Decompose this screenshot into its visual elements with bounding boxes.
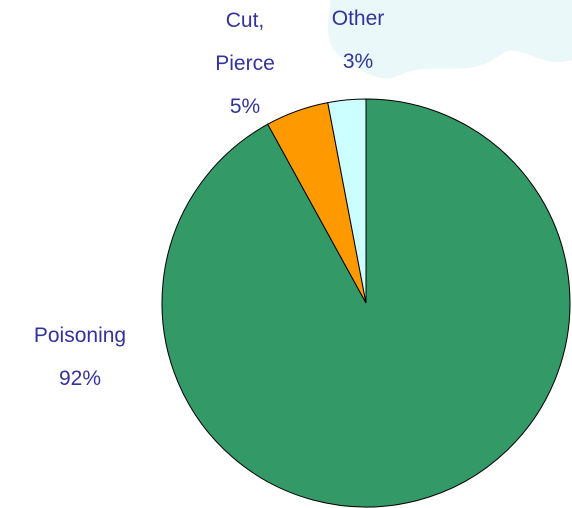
value-label: 5%	[229, 95, 261, 118]
category-label: Poisoning	[33, 324, 127, 347]
value-label: 3%	[342, 50, 374, 73]
slice-label: Cut, Pierce 5%	[205, 0, 285, 128]
pie-slice	[327, 98, 367, 304]
category-label: Cut, Pierce	[215, 9, 275, 75]
slice-label: Poisoning 92%	[25, 314, 135, 400]
background-shape	[328, 0, 572, 79]
slice-label: Other 3%	[303, 0, 413, 83]
value-label: 92%	[58, 367, 102, 390]
category-label: Other	[331, 7, 385, 30]
